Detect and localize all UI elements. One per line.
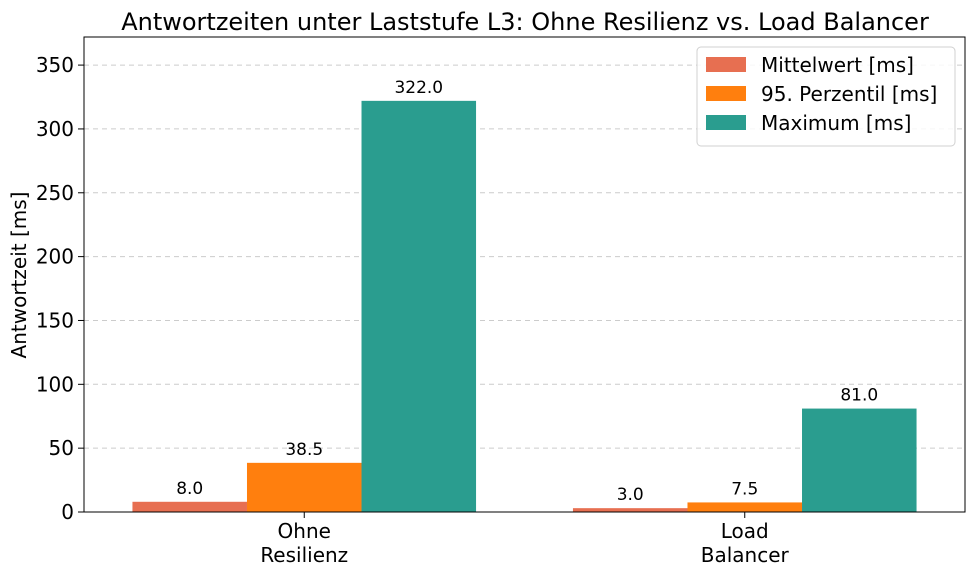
y-tick-label: 350 [36, 53, 74, 77]
legend-label: Mittelwert [ms] [761, 53, 914, 77]
bar [802, 408, 917, 512]
chart-title: Antwortzeiten unter Laststufe L3: Ohne R… [121, 8, 929, 36]
legend-box [696, 46, 956, 147]
bar-value-label: 8.0 [176, 479, 203, 499]
legend-label: Maximum [ms] [761, 111, 911, 135]
y-tick-label: 50 [49, 436, 74, 460]
grid-lines [84, 64, 965, 449]
y-tick-label: 300 [36, 117, 74, 141]
plot-area-frame [83, 36, 966, 513]
bar [132, 501, 247, 512]
y-axis-label: Antwortzeit [ms] [7, 192, 31, 359]
bar [246, 462, 362, 512]
bar [572, 508, 688, 512]
y-tick-label: 250 [36, 181, 74, 205]
bar-value-label: 3.0 [617, 485, 644, 505]
y-tick-label: 150 [36, 308, 74, 332]
x-tick-label: Balancer [701, 543, 790, 567]
legend: Mittelwert [ms] 95. Perzentil [ms] Maximum… [696, 46, 956, 147]
y-tick-label: 200 [36, 245, 74, 269]
y-tick-label: 100 [36, 372, 74, 396]
y-tick-label: 0 [61, 500, 74, 524]
bar-value-label: 38.5 [285, 440, 323, 460]
y-axis: 0 50 100 150 200 250 300 350 [36, 53, 84, 524]
x-tick-label: Load [721, 519, 769, 543]
x-tick-label: Ohne [278, 519, 331, 543]
legend-swatch [706, 57, 746, 72]
x-tick-label: Resilienz [260, 543, 348, 567]
bar-value-label: 322.0 [394, 78, 443, 98]
bar [361, 100, 477, 512]
bar-value-label: 81.0 [840, 386, 878, 406]
legend-swatch [706, 115, 746, 130]
legend-label: 95. Perzentil [ms] [761, 82, 937, 106]
bar [687, 502, 803, 512]
bar-value-labels: 8.0 38.5 322.0 3.0 7.5 81.0 [176, 78, 878, 505]
bar-value-label: 7.5 [731, 479, 758, 499]
legend-swatch [706, 86, 746, 101]
bars [132, 100, 917, 512]
